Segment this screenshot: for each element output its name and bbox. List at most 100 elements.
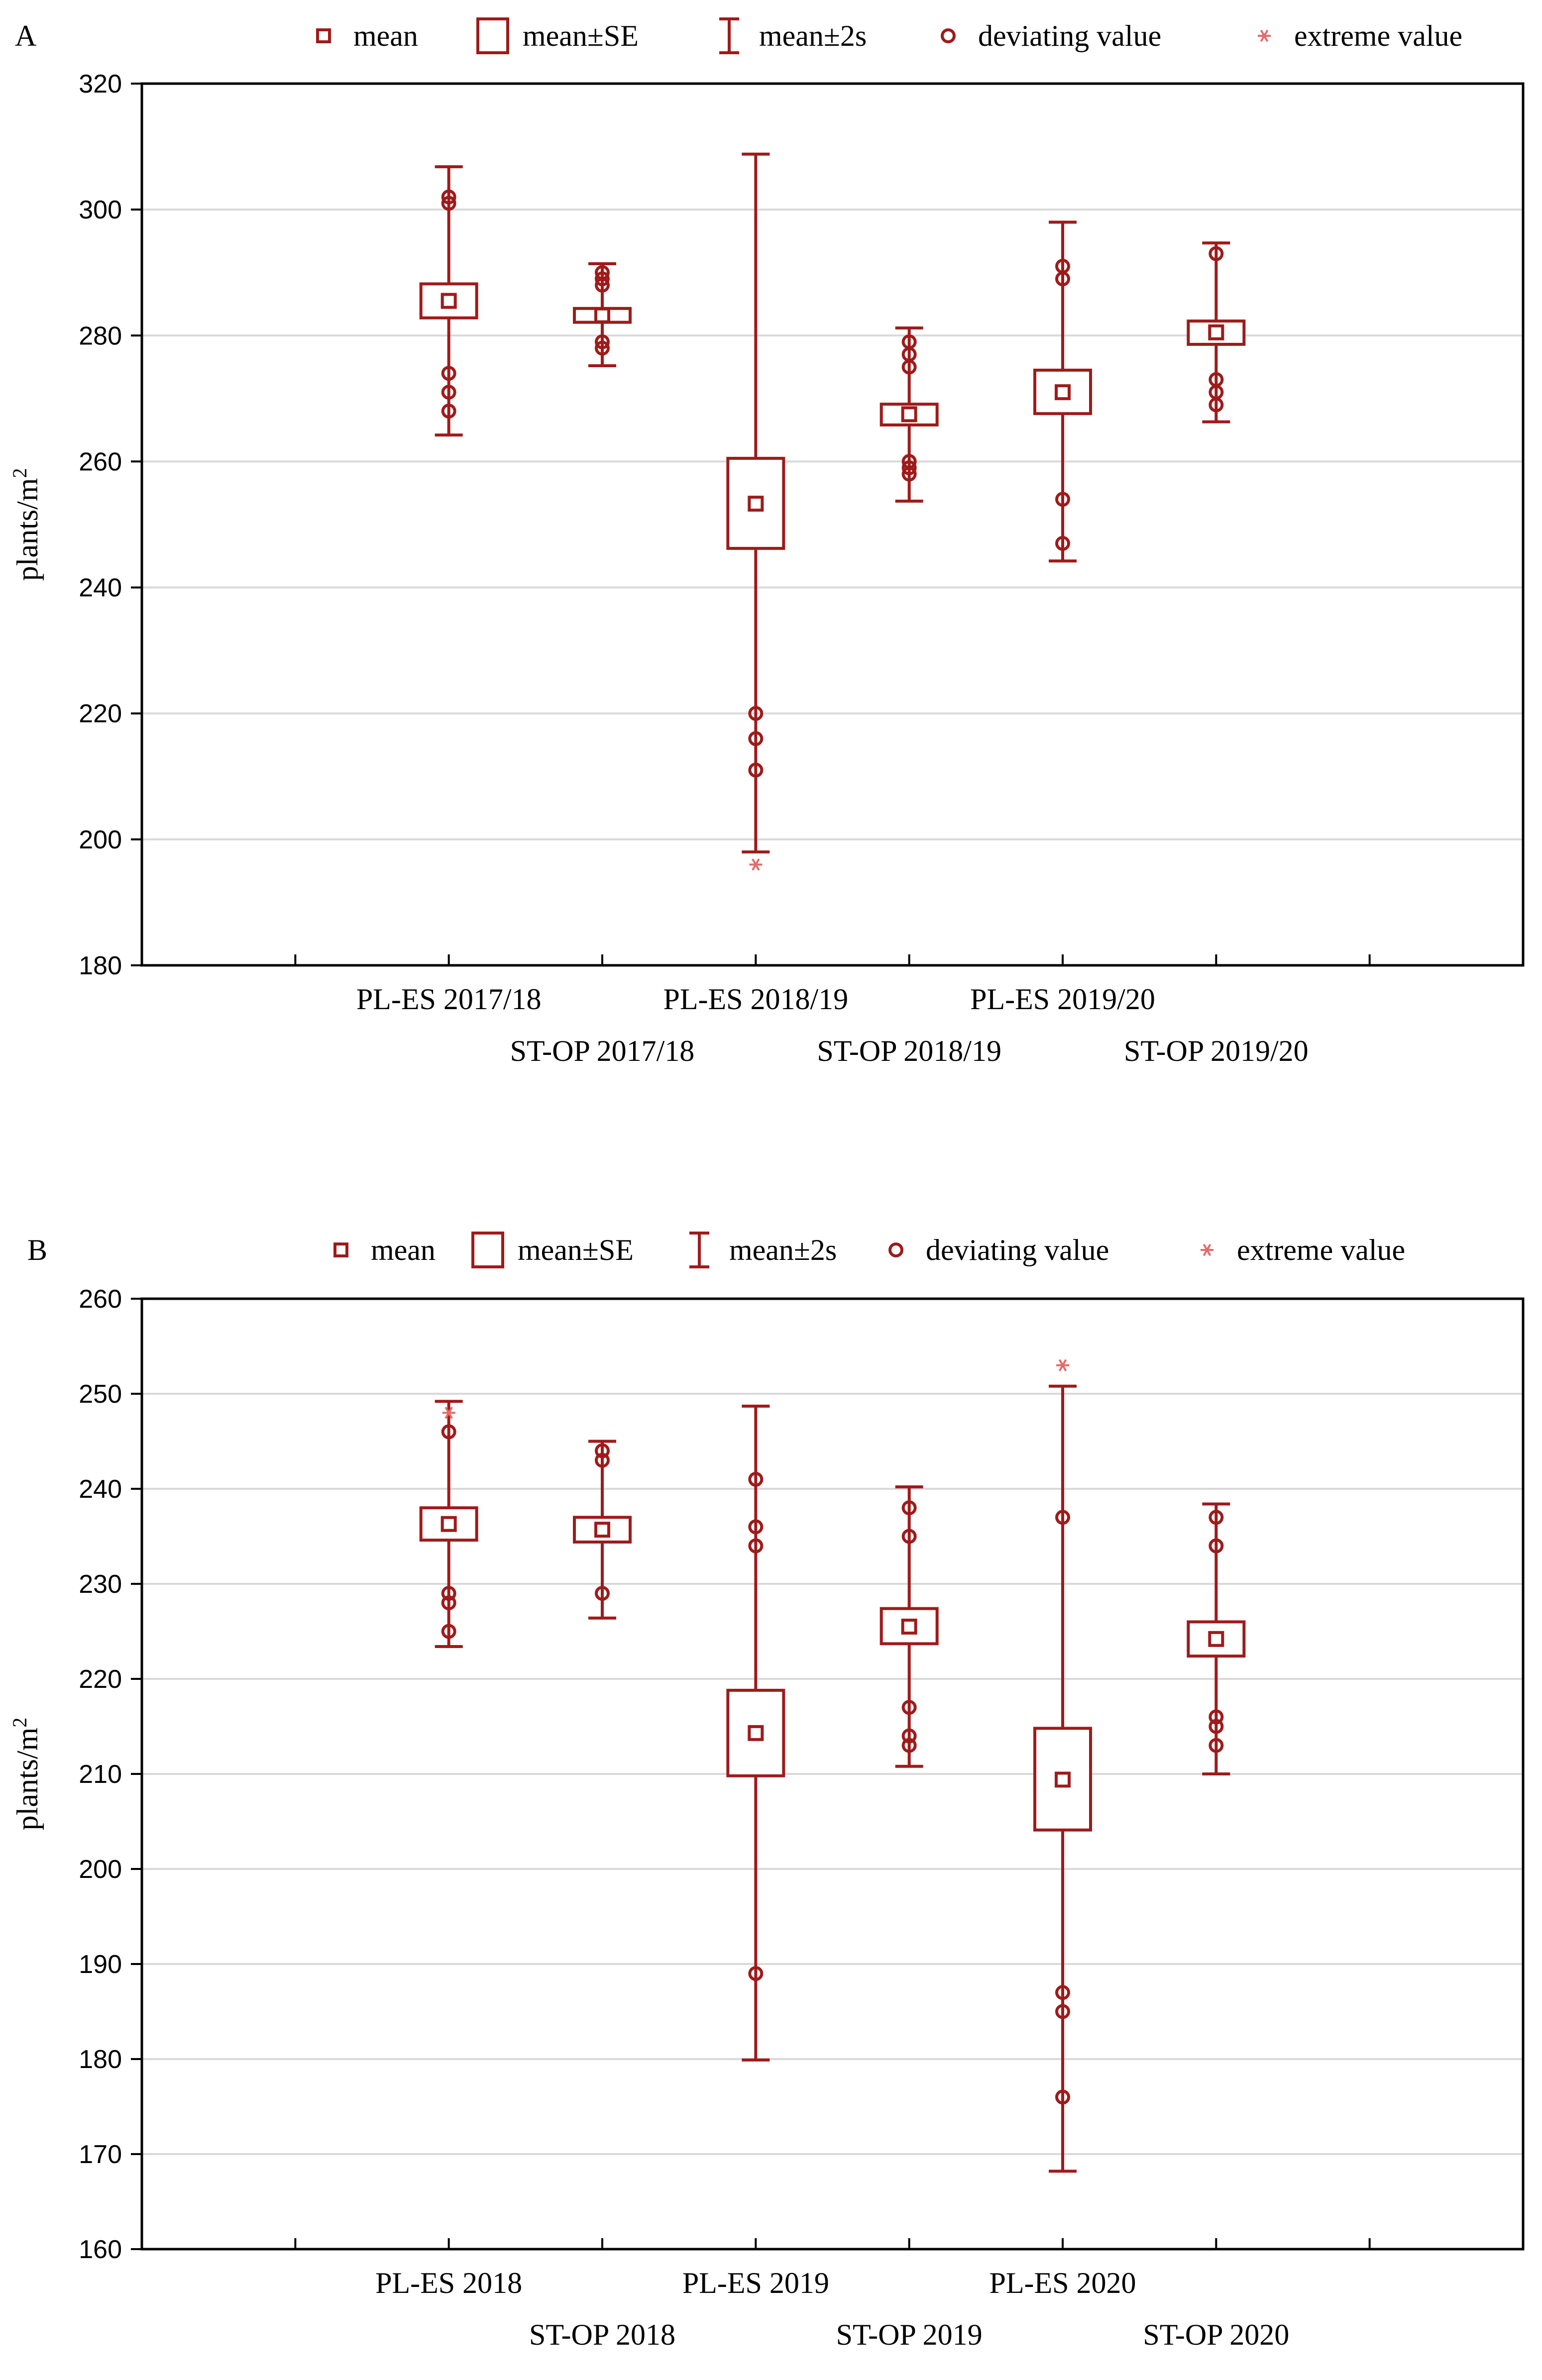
deviating-point bbox=[901, 1700, 917, 1715]
grid bbox=[142, 208, 1523, 840]
legend-item: extreme value bbox=[1258, 19, 1462, 52]
mean-marker bbox=[441, 1516, 457, 1532]
circle-icon bbox=[941, 28, 956, 43]
deviating-point bbox=[441, 1424, 456, 1440]
mean-marker bbox=[901, 1618, 917, 1635]
deviating-point bbox=[901, 1738, 917, 1753]
legend: mean mean±SE mean±2s deviating value extreme… bbox=[333, 1232, 1405, 1268]
group-3 bbox=[726, 1404, 785, 2062]
y-tick-label: 170 bbox=[79, 2140, 122, 2169]
deviating-point bbox=[441, 196, 456, 211]
se-box bbox=[880, 1607, 939, 1646]
y-axis-label: plants/m2 bbox=[8, 468, 44, 581]
deviating-point bbox=[1209, 1719, 1224, 1734]
se-box bbox=[419, 282, 478, 319]
se-box bbox=[573, 307, 632, 324]
deviating-point bbox=[1055, 492, 1070, 507]
legend-label: mean±2s bbox=[759, 19, 867, 52]
y-tick-label: 210 bbox=[79, 1760, 122, 1789]
deviating-point bbox=[595, 334, 610, 349]
deviating-point bbox=[1055, 271, 1070, 287]
panel-label: B bbox=[27, 1234, 47, 1266]
x-tick-label: PL-ES 2020 bbox=[989, 2267, 1136, 2299]
deviating-point bbox=[901, 1728, 917, 1744]
deviating-point bbox=[1209, 397, 1224, 413]
legend-label: mean bbox=[371, 1234, 436, 1266]
deviating-point bbox=[1209, 1738, 1224, 1753]
deviating-point bbox=[1209, 246, 1224, 261]
y-tick-label: 220 bbox=[79, 700, 122, 728]
legend-label: mean±SE bbox=[523, 19, 639, 52]
deviating-point bbox=[1055, 2089, 1070, 2105]
x-tick-label: PL-ES 2017/18 bbox=[356, 983, 542, 1016]
deviating-point bbox=[748, 731, 764, 746]
deviating-point bbox=[748, 706, 764, 721]
mean-icon bbox=[316, 28, 331, 43]
deviating-point bbox=[1055, 1510, 1070, 1525]
box-icon bbox=[476, 17, 509, 54]
group-5 bbox=[1033, 220, 1092, 563]
y-tick-label: 250 bbox=[79, 1380, 122, 1409]
deviating-point bbox=[901, 466, 917, 482]
asterisk-icon bbox=[1201, 1243, 1213, 1256]
legend-label: extreme value bbox=[1294, 19, 1462, 52]
mean-marker bbox=[1055, 1771, 1071, 1788]
se-box bbox=[1033, 368, 1092, 415]
se-box bbox=[1033, 1727, 1092, 1832]
plot-frame bbox=[140, 1297, 1525, 2251]
deviating-point bbox=[748, 1471, 764, 1487]
y-tick-label: 230 bbox=[79, 1570, 122, 1599]
mean-icon bbox=[333, 1242, 348, 1257]
deviating-point bbox=[595, 278, 610, 293]
legend-item: extreme value bbox=[1201, 1234, 1405, 1266]
deviating-point bbox=[441, 366, 456, 381]
group-4 bbox=[880, 1485, 939, 1768]
x-tick-label: PL-ES 2018 bbox=[375, 2267, 522, 2299]
group-6 bbox=[1187, 1502, 1246, 1775]
y-tick-label: 200 bbox=[79, 1855, 122, 1884]
deviating-point bbox=[441, 1595, 456, 1611]
deviating-point bbox=[441, 1624, 456, 1639]
y-tick-label: 190 bbox=[79, 1950, 122, 1979]
legend: mean mean±SE mean±2s deviating value extreme… bbox=[316, 17, 1462, 54]
mean-marker bbox=[901, 406, 917, 422]
deviating-point bbox=[901, 1529, 917, 1544]
y-tick-label: 160 bbox=[79, 2235, 122, 2264]
mean-marker bbox=[748, 496, 764, 512]
se-box bbox=[726, 457, 785, 550]
legend-label: mean±2s bbox=[729, 1234, 837, 1266]
panel-label: A bbox=[15, 19, 36, 52]
plot-frame bbox=[140, 82, 1525, 967]
circle-icon bbox=[888, 1242, 903, 1257]
x-tick-label: PL-ES 2018/19 bbox=[663, 983, 848, 1016]
deviating-point bbox=[1209, 1709, 1224, 1725]
y-tick-label: 180 bbox=[79, 2045, 122, 2074]
extreme-point bbox=[1056, 1359, 1069, 1371]
deviating-point bbox=[595, 1452, 610, 1468]
mean-marker bbox=[1208, 324, 1224, 340]
mean-marker bbox=[748, 1725, 764, 1741]
legend-item: mean±2s bbox=[719, 17, 867, 54]
group-4 bbox=[880, 326, 939, 503]
legend-label: deviating value bbox=[978, 19, 1161, 52]
legend-label: extreme value bbox=[1237, 1234, 1405, 1266]
box-icon bbox=[471, 1232, 504, 1268]
asterisk-icon bbox=[1258, 29, 1271, 42]
se-box bbox=[1187, 1620, 1246, 1658]
deviating-point bbox=[1055, 2004, 1070, 2019]
deviating-point bbox=[1209, 1510, 1224, 1525]
legend-label: mean±SE bbox=[518, 1234, 634, 1266]
y-tick-label: 180 bbox=[79, 951, 122, 980]
legend-item: mean±2s bbox=[689, 1232, 837, 1268]
y-tick-label: 300 bbox=[79, 196, 122, 224]
group-1 bbox=[419, 1400, 478, 1649]
legend-item: mean bbox=[333, 1234, 436, 1266]
x-tick-label: ST-OP 2018 bbox=[529, 2318, 675, 2351]
y-axis: 160 170 180 190 200 210 220 230 240 250 260 bbox=[79, 1285, 142, 2264]
group-6 bbox=[1187, 241, 1246, 423]
grid bbox=[142, 1393, 1523, 2155]
